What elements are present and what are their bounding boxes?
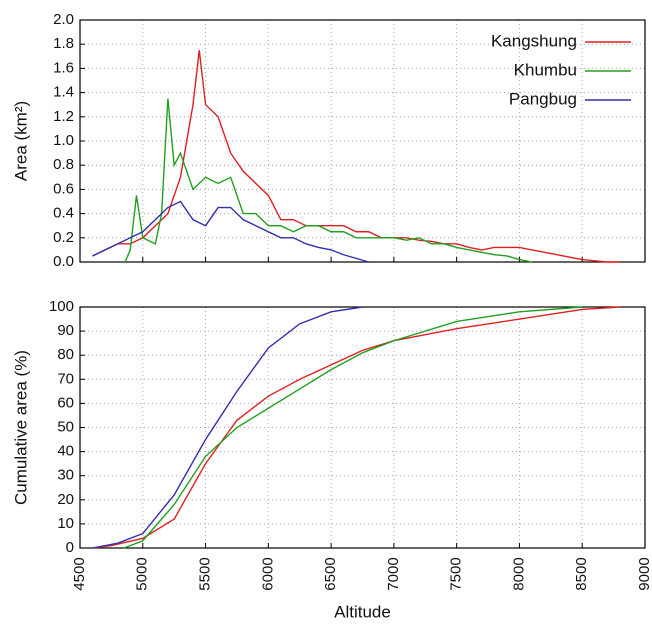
legend-label: Pangbug bbox=[509, 89, 577, 108]
y-tick-label: 1.0 bbox=[53, 132, 74, 149]
x-tick-label: 6500 bbox=[322, 557, 339, 590]
y-tick-label: 30 bbox=[57, 467, 74, 484]
y-tick-label: 1.4 bbox=[53, 84, 74, 101]
data-line bbox=[124, 98, 533, 263]
x-tick-label: 8500 bbox=[573, 557, 590, 590]
data-line bbox=[92, 50, 620, 263]
y-tick-label: 90 bbox=[57, 322, 74, 339]
data-line bbox=[123, 306, 583, 549]
data-line bbox=[92, 200, 369, 263]
x-tick-label: 7500 bbox=[448, 557, 465, 590]
legend-label: Khumbu bbox=[514, 60, 577, 79]
y-tick-label: 1.8 bbox=[53, 35, 74, 52]
y-axis-label: Cumulative area (%) bbox=[11, 350, 30, 505]
data-line bbox=[92, 306, 363, 549]
y-tick-label: 100 bbox=[49, 298, 74, 315]
y-tick-label: 20 bbox=[57, 491, 74, 508]
y-tick-label: 10 bbox=[57, 515, 74, 532]
y-tick-label: 0.6 bbox=[53, 180, 74, 197]
y-tick-label: 0.2 bbox=[53, 229, 74, 246]
x-tick-label: 5500 bbox=[197, 557, 214, 590]
y-tick-label: 0.0 bbox=[53, 253, 74, 270]
legend-label: Kangshung bbox=[491, 31, 577, 50]
data-line bbox=[92, 306, 620, 549]
y-tick-label: 1.2 bbox=[53, 108, 74, 125]
y-tick-label: 2.0 bbox=[53, 11, 74, 28]
y-axis-label: Area (km²) bbox=[11, 101, 30, 181]
x-tick-label: 6000 bbox=[259, 557, 276, 590]
y-tick-label: 0.8 bbox=[53, 156, 74, 173]
x-tick-label: 4500 bbox=[71, 557, 88, 590]
x-tick-label: 8000 bbox=[510, 557, 527, 590]
x-tick-label: 5000 bbox=[134, 557, 151, 590]
y-tick-label: 60 bbox=[57, 394, 74, 411]
x-tick-label: 7000 bbox=[385, 557, 402, 590]
x-axis-label: Altitude bbox=[334, 602, 391, 621]
y-tick-label: 70 bbox=[57, 370, 74, 387]
y-tick-label: 1.6 bbox=[53, 59, 74, 76]
y-tick-label: 40 bbox=[57, 443, 74, 460]
y-tick-label: 50 bbox=[57, 418, 74, 435]
y-tick-label: 0.4 bbox=[53, 205, 74, 222]
plot-frame bbox=[79, 19, 646, 263]
y-tick-label: 0 bbox=[66, 539, 74, 556]
y-tick-label: 80 bbox=[57, 346, 74, 363]
x-tick-label: 9000 bbox=[636, 557, 652, 590]
